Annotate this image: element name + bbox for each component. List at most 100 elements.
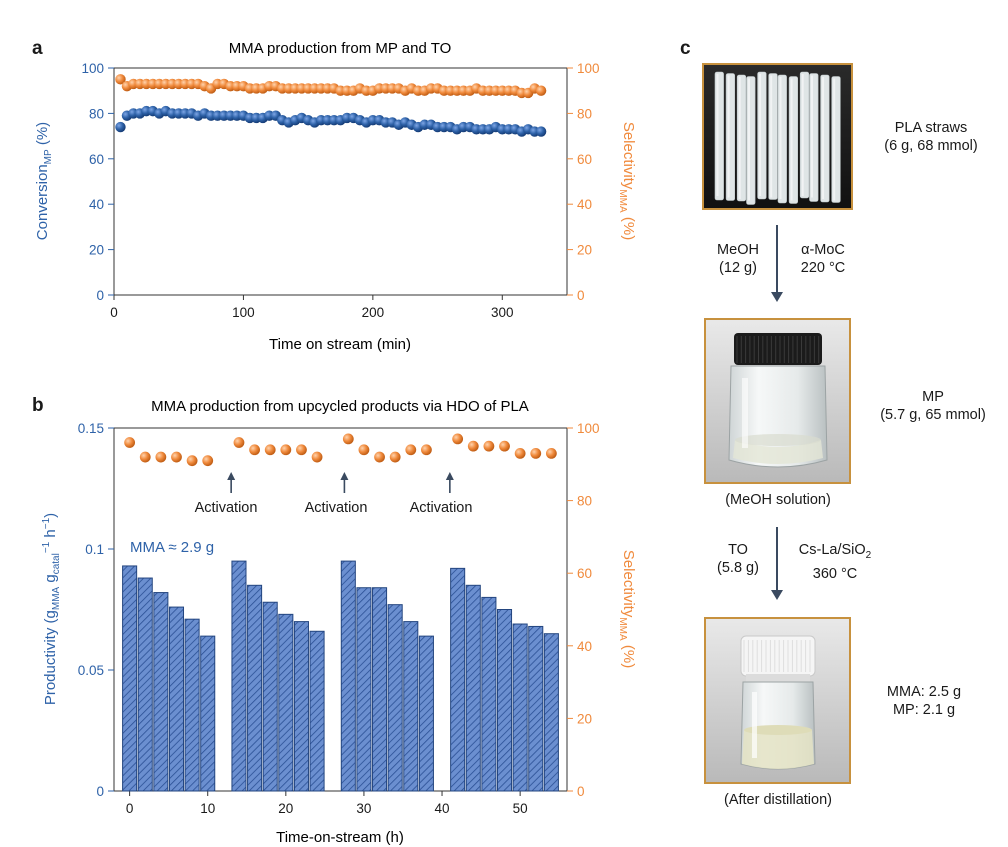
panel-b-left-y-ticks: 0 0.05 0.1 0.15 bbox=[78, 421, 114, 799]
selectivity-point bbox=[499, 440, 510, 452]
selectivity-point bbox=[452, 433, 464, 445]
productivity-bar bbox=[418, 635, 434, 792]
left-y-tick-label: 20 bbox=[89, 243, 104, 258]
x-tick-label: 0 bbox=[126, 801, 134, 816]
selectivity-point bbox=[530, 448, 542, 459]
left-y-tick-label: 0.1 bbox=[85, 542, 104, 557]
panel-letter-c: c bbox=[680, 38, 691, 59]
panel-letter-b: b bbox=[32, 395, 44, 416]
selectivity-point bbox=[155, 451, 167, 463]
productivity-bar bbox=[543, 633, 559, 792]
left-y-tick-label: 0.15 bbox=[78, 421, 104, 436]
panel-a-x-ticks: 0 100 200 300 bbox=[110, 295, 514, 320]
right-y-tick-label: 40 bbox=[577, 639, 592, 654]
right-y-tick-label: 80 bbox=[577, 106, 592, 121]
productivity-bar bbox=[481, 596, 497, 792]
lid-ridges bbox=[736, 336, 820, 363]
right-y-tick-label: 0 bbox=[577, 784, 585, 799]
selectivity-point bbox=[535, 85, 547, 96]
panel-b-left-y-label: Productivity (gMMA gcatal−1 h−1) bbox=[41, 513, 62, 705]
left-y-tick-label: 0 bbox=[96, 288, 104, 303]
conversion-point bbox=[535, 126, 547, 137]
productivity-bar bbox=[293, 621, 309, 792]
straw-highlight bbox=[759, 74, 762, 196]
step1-reagent-label: MeOH (12 g) bbox=[717, 242, 759, 276]
productivity-bar bbox=[247, 584, 263, 792]
straw bbox=[725, 73, 735, 201]
selectivity-point bbox=[115, 74, 126, 85]
productivity-bar bbox=[137, 577, 153, 792]
selectivity-point bbox=[280, 444, 292, 456]
straw-highlight bbox=[738, 77, 741, 199]
left-y-tick-label: 60 bbox=[89, 152, 104, 167]
x-tick-label: 0 bbox=[110, 305, 118, 320]
selectivity-point bbox=[186, 455, 198, 467]
selectivity-point bbox=[389, 451, 401, 463]
panel-a-right-y-label: SelectivityMMA (%) bbox=[617, 122, 637, 240]
productivity-bar bbox=[356, 587, 372, 792]
straw bbox=[768, 73, 778, 200]
selectivity-point bbox=[467, 440, 479, 452]
selectivity-point bbox=[514, 448, 526, 459]
straw bbox=[799, 71, 810, 199]
panel-a-title: MMA production from MP and TO bbox=[229, 40, 452, 57]
panel-b-right-y-ticks: 0 20 40 60 80 100 bbox=[567, 421, 600, 799]
panel-a-plot-frame bbox=[113, 67, 568, 296]
straw bbox=[788, 76, 798, 204]
straw-highlight bbox=[822, 77, 825, 199]
right-y-tick-label: 0 bbox=[577, 288, 585, 303]
left-y-tick-label: 80 bbox=[89, 106, 104, 121]
activation-label-3: Activation bbox=[409, 500, 473, 516]
pla-straws-label: PLA straws (6 g, 68 mmol) bbox=[884, 120, 978, 154]
straw-highlight bbox=[833, 78, 836, 201]
straws-illustration bbox=[714, 71, 841, 205]
left-y-tick-label: 0 bbox=[96, 784, 104, 799]
mp-label: MP (5.7 g, 65 mmol) bbox=[880, 389, 986, 423]
straw-highlight bbox=[716, 74, 719, 196]
selectivity-point bbox=[483, 440, 495, 452]
straw-highlight bbox=[801, 74, 804, 196]
selectivity-point bbox=[171, 451, 182, 463]
straw bbox=[736, 74, 747, 202]
activation-arrow-head bbox=[227, 472, 236, 480]
activation-arrow-head bbox=[340, 472, 349, 480]
panel-letter-a: a bbox=[32, 38, 43, 59]
left-y-tick-label: 100 bbox=[81, 61, 104, 76]
productivity-bar bbox=[309, 630, 325, 792]
cap-ridges bbox=[743, 640, 811, 672]
productivity-bar bbox=[465, 584, 481, 792]
x-tick-label: 300 bbox=[491, 305, 514, 320]
panel-a-conversion-series bbox=[115, 105, 547, 137]
straw-highlight bbox=[727, 75, 730, 198]
panel-a-left-y-ticks: 0 20 40 60 80 100 bbox=[81, 61, 114, 303]
selectivity-point bbox=[233, 437, 245, 448]
selectivity-point bbox=[545, 448, 557, 459]
mma-distillate-photo bbox=[704, 617, 851, 784]
panel-a-left-y-label: ConversionMP (%) bbox=[34, 122, 54, 240]
panel-b-right-y-label: SelectivityMMA (%) bbox=[617, 550, 637, 668]
productivity-bar bbox=[450, 567, 466, 792]
selectivity-point bbox=[249, 444, 260, 456]
productivity-bar bbox=[387, 604, 403, 792]
straw bbox=[757, 71, 767, 200]
productivity-bar bbox=[372, 587, 388, 792]
right-y-tick-label: 20 bbox=[577, 711, 592, 726]
panel-b-x-ticks: 0 10 20 30 40 50 bbox=[126, 791, 528, 816]
mma-caption: (After distillation) bbox=[724, 792, 832, 808]
x-tick-label: 50 bbox=[513, 801, 528, 816]
right-y-tick-label: 40 bbox=[577, 197, 592, 212]
reaction-arrow-2-head bbox=[771, 590, 783, 600]
straw-highlight bbox=[770, 75, 773, 198]
selectivity-point bbox=[296, 444, 307, 456]
mma-yield-label: MMA: 2.5 g MP: 2.1 g bbox=[886, 684, 962, 718]
x-tick-label: 200 bbox=[362, 305, 385, 320]
straw bbox=[831, 76, 841, 203]
selectivity-point bbox=[139, 451, 151, 463]
productivity-bar bbox=[122, 565, 138, 792]
productivity-bar bbox=[278, 613, 294, 792]
panel-a-x-label: Time on stream (min) bbox=[269, 336, 411, 353]
x-tick-label: 30 bbox=[356, 801, 371, 816]
right-y-tick-label: 100 bbox=[577, 421, 600, 436]
panel-a-chart: 0 100 200 300 0 20 40 60 80 100 0 20 40 60 80 100 MMA… bbox=[34, 40, 637, 353]
